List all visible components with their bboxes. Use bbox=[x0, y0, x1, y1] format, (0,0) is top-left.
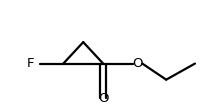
Text: F: F bbox=[26, 57, 34, 70]
Text: O: O bbox=[98, 92, 108, 105]
Text: O: O bbox=[132, 57, 143, 70]
